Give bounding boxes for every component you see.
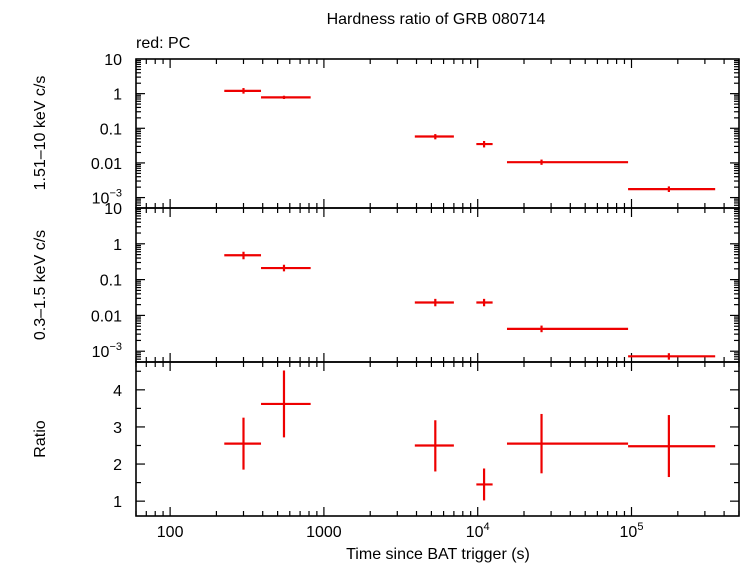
panel-frame bbox=[135, 361, 740, 517]
data-point bbox=[261, 370, 311, 438]
data-point bbox=[224, 88, 262, 94]
x-tick-label: 104 bbox=[466, 521, 490, 541]
panel-ratio: 1 2 3 4 Ratio bbox=[32, 361, 740, 517]
y-tick-label: 0.01 bbox=[91, 308, 122, 325]
y-tick-label: 1 bbox=[113, 237, 122, 254]
y-tick-label: 0.01 bbox=[91, 156, 122, 173]
data-point bbox=[628, 353, 716, 360]
chart-title: Hardness ratio of GRB 080714 bbox=[327, 11, 546, 28]
y-tick-label: 0.1 bbox=[100, 273, 122, 290]
y-tick-label: 10 bbox=[104, 201, 122, 218]
y-axis-label: Ratio bbox=[32, 420, 49, 457]
y-tick-label: 4 bbox=[113, 383, 122, 400]
x-tick-label: 105 bbox=[620, 521, 644, 541]
data-point bbox=[476, 298, 493, 307]
data-point bbox=[506, 413, 629, 474]
x-tick-label: 100 bbox=[157, 524, 184, 541]
y-tick-label: 1 bbox=[113, 494, 122, 511]
y-tick-label: 2 bbox=[113, 457, 122, 474]
data-point bbox=[476, 140, 493, 148]
data-point bbox=[224, 417, 262, 470]
data-point bbox=[628, 186, 716, 192]
y-axis-label: 1.51–10 keV c/s bbox=[32, 76, 49, 191]
data-point bbox=[414, 134, 454, 140]
y-tick-label: 3 bbox=[113, 420, 122, 437]
y-tick-label: 10−3 bbox=[92, 188, 122, 208]
y-tick-label: 1 bbox=[113, 87, 122, 104]
y-tick-label: 0.1 bbox=[100, 121, 122, 138]
data-point bbox=[261, 264, 311, 272]
y-tick-label: 10−3 bbox=[92, 341, 122, 361]
data-point bbox=[628, 415, 716, 478]
data-point bbox=[261, 95, 311, 100]
x-tick-label: 1000 bbox=[306, 524, 342, 541]
data-point bbox=[414, 298, 454, 307]
panel-soft-band: 10 1 0.1 0.01 10−3 0.3–1.5 keV c/s bbox=[32, 201, 740, 363]
x-axis-label: Time since BAT trigger (s) bbox=[346, 546, 530, 563]
panel-hard-band: 10 1 0.1 0.01 10−3 1.51–10 keV c/s bbox=[32, 52, 740, 209]
panel-frame bbox=[135, 58, 740, 209]
panel-frame bbox=[135, 207, 740, 363]
data-point bbox=[476, 468, 493, 501]
data-point bbox=[506, 325, 629, 333]
data-point bbox=[506, 159, 629, 165]
data-point bbox=[224, 251, 262, 260]
y-axis-label: 0.3–1.5 keV c/s bbox=[32, 230, 49, 340]
data-point bbox=[414, 420, 454, 472]
chart-subtitle: red: PC bbox=[136, 35, 190, 52]
y-tick-label: 10 bbox=[104, 52, 122, 69]
